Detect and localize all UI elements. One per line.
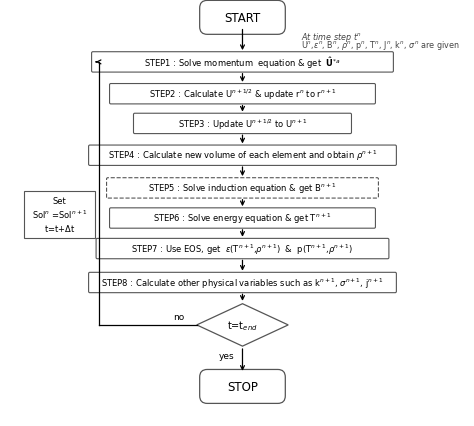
FancyBboxPatch shape: [89, 273, 396, 293]
FancyBboxPatch shape: [89, 146, 396, 166]
FancyBboxPatch shape: [200, 1, 285, 35]
Text: STOP: STOP: [227, 380, 258, 393]
Text: STEP1 : Solve momentum  equation & get  $\mathbf{\hat{U}}^{*a}$: STEP1 : Solve momentum equation & get $\…: [144, 55, 341, 71]
FancyBboxPatch shape: [91, 52, 393, 73]
FancyBboxPatch shape: [109, 208, 375, 229]
Text: U$^n$,$\varepsilon^n$, B$^n$, $\rho^n$, p$^n$, T$^n$, J$^n$, k$^n$, $\sigma^n$ a: U$^n$,$\varepsilon^n$, B$^n$, $\rho^n$, …: [301, 39, 459, 52]
FancyBboxPatch shape: [109, 84, 375, 105]
Text: STEP5 : Solve induction equation & get B$^{n+1}$: STEP5 : Solve induction equation & get B…: [148, 181, 337, 196]
Text: STEP2 : Calculate U$^{n+1/2}$ & update r$^n$ to r$^{n+1}$: STEP2 : Calculate U$^{n+1/2}$ & update r…: [149, 87, 336, 102]
FancyBboxPatch shape: [107, 178, 378, 199]
FancyBboxPatch shape: [24, 192, 95, 239]
Text: STEP7 : Use EOS, get  $\varepsilon$(T$^{n+1}$,$\rho^{n+1}$)  &  p(T$^{n+1}$,$\rh: STEP7 : Use EOS, get $\varepsilon$(T$^{n…: [131, 242, 354, 256]
Polygon shape: [197, 304, 288, 346]
Text: START: START: [224, 12, 261, 25]
FancyBboxPatch shape: [134, 114, 352, 134]
Text: STEP4 : Calculate new volume of each element and obtain $\rho^{n+1}$: STEP4 : Calculate new volume of each ele…: [108, 149, 377, 163]
FancyBboxPatch shape: [200, 370, 285, 403]
Text: no: no: [173, 312, 184, 321]
Text: STEP3 : Update U$^{n+1/2}$ to U$^{n+1}$: STEP3 : Update U$^{n+1/2}$ to U$^{n+1}$: [178, 117, 308, 131]
Text: t=t$_{end}$: t=t$_{end}$: [227, 318, 258, 332]
Text: STEP8 : Calculate other physical variables such as k$^{n+1}$, $\sigma^{n+1}$, j$: STEP8 : Calculate other physical variabl…: [101, 276, 384, 290]
Text: STEP6 : Solve energy equation & get T$^{n+1}$: STEP6 : Solve energy equation & get T$^{…: [154, 211, 332, 226]
Text: Set
Sol$^n$ =Sol$^{n+1}$
t=t+$\Delta$t: Set Sol$^n$ =Sol$^{n+1}$ t=t+$\Delta$t: [32, 197, 87, 233]
FancyBboxPatch shape: [96, 239, 389, 259]
Text: yes: yes: [219, 351, 234, 360]
Text: At time step t$^n$: At time step t$^n$: [301, 31, 361, 44]
